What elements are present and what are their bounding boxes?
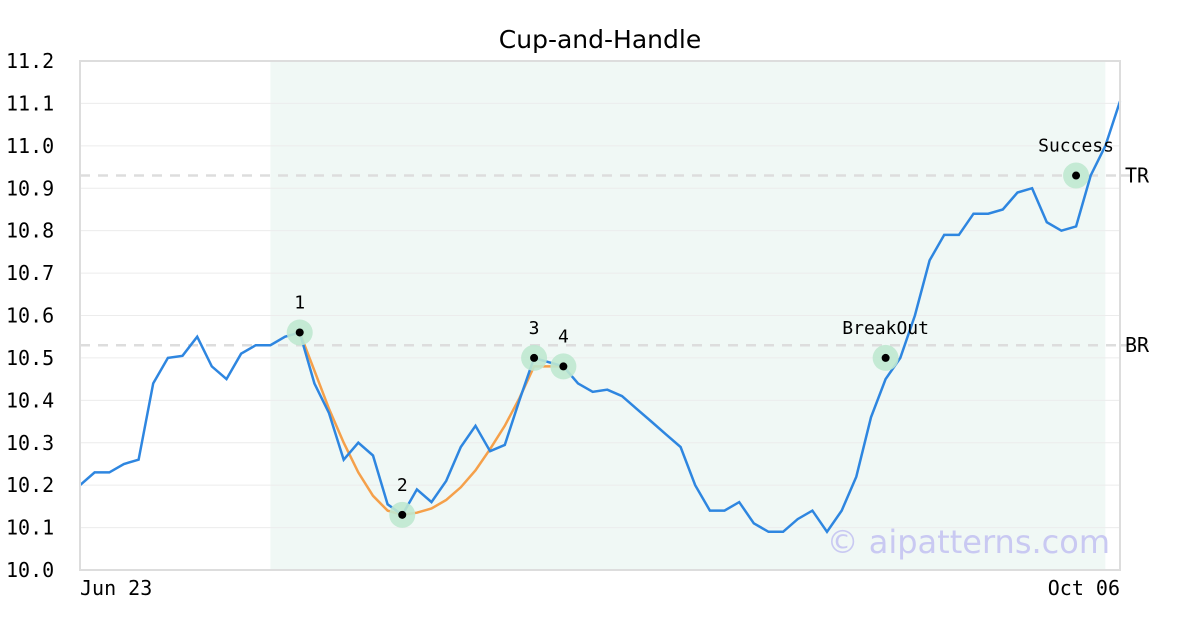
- pattern-point-success: Success: [1038, 136, 1114, 189]
- point-label: 4: [558, 326, 569, 347]
- y-tick-label: 10.8: [6, 219, 54, 243]
- pattern-point-1: 1: [286, 292, 313, 346]
- x-axis-ticks: Jun 23 Oct 06: [80, 576, 1120, 600]
- point-dot: [559, 362, 568, 371]
- plot-frame: [79, 60, 1121, 571]
- level-lines: TR BR: [80, 164, 1150, 357]
- point-label: BreakOut: [842, 318, 929, 339]
- y-tick-label: 10.3: [6, 431, 54, 455]
- y-tick-label: 10.1: [6, 516, 54, 540]
- y-tick-label: 10.5: [6, 346, 54, 370]
- point-dot: [295, 328, 304, 337]
- point-dot: [1072, 171, 1081, 180]
- point-label: 2: [397, 475, 408, 496]
- point-label: 3: [529, 318, 540, 339]
- level-label-tr: TR: [1125, 164, 1150, 188]
- y-tick-label: 10.0: [6, 558, 54, 582]
- y-axis-ticks: 10.0 10.1 10.2 10.3 10.4 10.5 10.6 10.7 10.8 10.9…: [6, 49, 54, 582]
- y-tick-label: 10.7: [6, 261, 54, 285]
- y-tick-label: 11.1: [6, 91, 54, 115]
- point-dot: [398, 510, 407, 519]
- pattern-point-4: 4: [550, 326, 577, 380]
- point-dot: [881, 353, 890, 362]
- y-tick-label: 11.2: [6, 49, 54, 73]
- y-tick-label: 10.4: [6, 388, 54, 412]
- point-dot: [530, 353, 539, 362]
- y-tick-label: 11.0: [6, 134, 54, 158]
- grid-lines: [80, 60, 1120, 571]
- pattern-point-breakout: BreakOut: [842, 318, 929, 371]
- level-label-br: BR: [1125, 333, 1150, 357]
- point-label: Success: [1038, 136, 1114, 157]
- y-tick-label: 10.9: [6, 176, 54, 200]
- pattern-point-2: 2: [389, 475, 416, 528]
- chart-title: Cup-and-Handle: [499, 25, 701, 54]
- point-label: 1: [294, 292, 305, 313]
- x-tick-label: Oct 06: [1048, 576, 1120, 600]
- price-line: [79, 100, 1122, 534]
- watermark: © aipatterns.com: [827, 523, 1110, 561]
- x-tick-label: Jun 23: [80, 576, 152, 600]
- y-tick-label: 10.2: [6, 473, 54, 497]
- pattern-point-3: 3: [521, 318, 548, 371]
- y-tick-label: 10.6: [6, 304, 54, 328]
- pattern-points: 1 2 3 4 BreakOut Success: [286, 136, 1114, 528]
